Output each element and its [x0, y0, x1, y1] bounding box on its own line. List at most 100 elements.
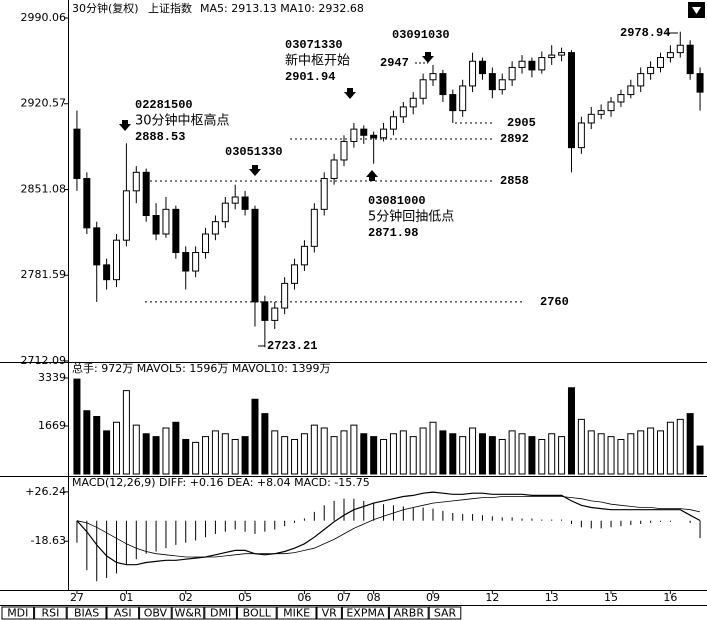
candle-body: [83, 177, 91, 229]
x-tick-label: 16: [663, 591, 677, 604]
tab-label[interactable]: BIAS: [74, 607, 99, 620]
volume-bar: [528, 436, 536, 475]
candle-body: [656, 57, 664, 68]
volume-bar: [469, 427, 477, 475]
level-label: 2858: [500, 174, 529, 188]
candle-body: [261, 301, 269, 321]
tab-label[interactable]: VR: [322, 607, 338, 620]
volume-bar: [261, 413, 269, 475]
tab[interactable]: [316, 606, 342, 620]
volume-bar: [73, 378, 81, 475]
tab[interactable]: [428, 606, 462, 620]
tab[interactable]: [106, 606, 140, 620]
tab-label[interactable]: ARBR: [394, 607, 425, 620]
volume-bar: [202, 436, 210, 475]
tab[interactable]: [388, 606, 429, 620]
tab[interactable]: [276, 606, 317, 620]
candle-body: [439, 73, 447, 96]
volume-bar: [498, 438, 506, 475]
y-tick-label: 2851.08: [21, 182, 67, 195]
x-tick-label: 02: [179, 591, 193, 604]
volume-bar: [251, 398, 259, 475]
volume-bar: [172, 421, 180, 475]
annotation: 30分钟中枢高点: [135, 113, 230, 129]
level-label: 2892: [500, 132, 529, 146]
volume-bar: [231, 438, 239, 475]
annotation: 03091030: [392, 28, 450, 42]
volume-bar: [696, 445, 704, 475]
volume-bar: [686, 413, 694, 475]
candle-body: [617, 94, 625, 103]
candle-body: [419, 79, 427, 99]
tab[interactable]: [34, 606, 67, 620]
tab-label[interactable]: RSI: [41, 607, 59, 620]
level-label: 2760: [540, 295, 569, 309]
volume-bar: [399, 430, 407, 475]
volume-bar: [597, 433, 605, 475]
tab[interactable]: [171, 606, 205, 620]
tab-label[interactable]: W&R: [174, 607, 201, 620]
menu-arrow: [692, 7, 701, 14]
candle-body: [330, 159, 338, 179]
candle-body: [93, 227, 101, 266]
candle-body: [498, 79, 506, 91]
volume-bar: [103, 430, 111, 475]
volume-header: 总手: 972万 MAVOL5: 1596万 MAVOL10: 1399万: [72, 361, 330, 375]
x-tick-label: 15: [604, 591, 618, 604]
volume-bar: [666, 421, 674, 475]
volume-bar: [548, 433, 556, 475]
volume-bar: [558, 436, 566, 475]
y-tick-label: 2781.59: [21, 268, 67, 281]
volume-bar: [221, 433, 229, 475]
y-tick-label: -18.63: [31, 534, 66, 547]
tab-label[interactable]: OBV: [144, 607, 168, 620]
annotation: 2947: [380, 56, 409, 70]
tab[interactable]: [204, 606, 237, 620]
tab-label[interactable]: ASI: [114, 607, 132, 620]
arrow-down: [344, 88, 356, 99]
volume-bar: [478, 433, 486, 475]
tab-label[interactable]: MDI: [7, 607, 28, 620]
candle-body: [211, 221, 219, 235]
tab[interactable]: [66, 606, 107, 620]
candle-body: [389, 116, 397, 130]
candle-body: [686, 44, 694, 75]
candle-body: [370, 134, 378, 139]
volume-bar: [419, 427, 427, 475]
volume-bar: [113, 421, 121, 475]
annotation: 2871.98: [368, 226, 418, 240]
volume-bar: [122, 390, 130, 475]
annotation: 03071330: [285, 38, 343, 52]
volume-bar: [142, 433, 150, 475]
annotation: 5分钟回抽低点: [368, 209, 454, 225]
x-tick-label: 08: [367, 591, 381, 604]
candle-body: [518, 60, 526, 68]
volume-bar: [518, 433, 526, 475]
candle-body: [607, 101, 615, 112]
tab[interactable]: [139, 606, 172, 620]
candle-body: [548, 54, 556, 59]
volume-bar: [182, 438, 190, 475]
volume-bar: [320, 427, 328, 475]
tab-label[interactable]: BOLL: [243, 607, 272, 620]
x-tick-label: 06: [297, 591, 311, 604]
candle-body: [300, 245, 308, 266]
volume-bar: [310, 424, 318, 475]
volume-bar: [429, 421, 437, 475]
candle-body: [162, 208, 170, 235]
candle-body: [449, 94, 457, 112]
volume-bar: [291, 438, 299, 475]
volume-bar: [508, 430, 516, 475]
tab-label[interactable]: MIKE: [283, 607, 310, 620]
tab-label[interactable]: SAR: [434, 607, 457, 620]
y-tick-label: +26.24: [25, 485, 66, 498]
candle-body: [182, 252, 190, 272]
candle-body: [567, 52, 575, 149]
tab[interactable]: [1, 606, 35, 620]
tab[interactable]: [341, 606, 389, 620]
volume-bar: [132, 424, 140, 475]
tab-label[interactable]: EXPMA: [346, 607, 385, 620]
tab[interactable]: [236, 606, 277, 620]
tab-label[interactable]: DMI: [210, 607, 231, 620]
